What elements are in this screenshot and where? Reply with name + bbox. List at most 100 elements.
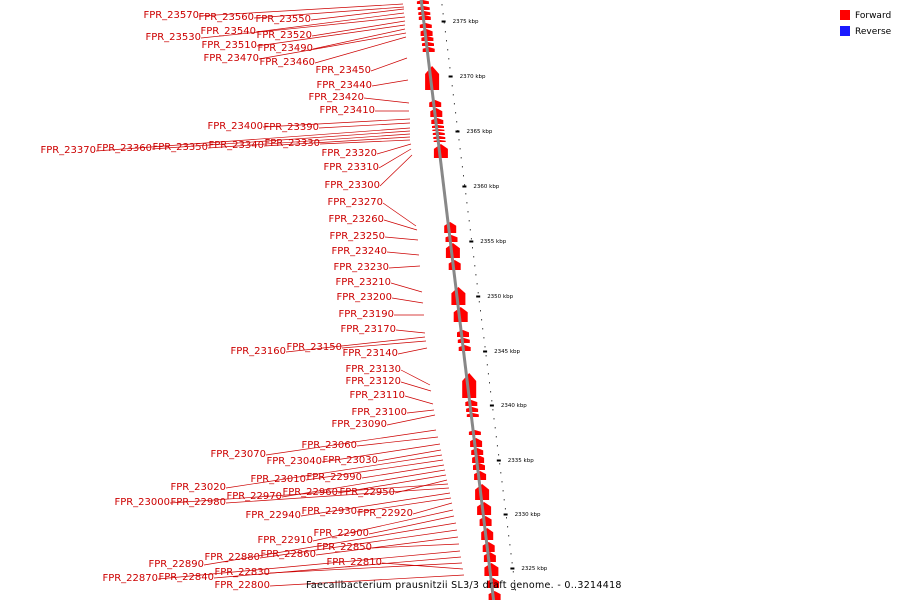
gene-label[interactable]: FPR_23130 — [345, 364, 401, 375]
gene-label[interactable]: FPR_23410 — [319, 105, 375, 116]
gene-leader-line — [285, 336, 426, 353]
gene-label[interactable]: FPR_23390 — [263, 122, 319, 133]
scale-dot — [469, 229, 471, 231]
gene-label[interactable]: FPR_23150 — [286, 342, 342, 353]
gene-label[interactable]: FPR_23370 — [40, 145, 96, 156]
gene-label[interactable]: FPR_23160 — [230, 346, 286, 357]
gene-label[interactable]: FPR_22950 — [339, 487, 395, 498]
gene-label[interactable]: FPR_23200 — [336, 292, 392, 303]
gene-label[interactable]: FPR_23330 — [264, 138, 320, 149]
gene-label[interactable]: FPR_22830 — [214, 567, 270, 578]
gene-leader-line — [255, 12, 405, 33]
gene-label[interactable]: FPR_23020 — [170, 482, 226, 493]
gene-label[interactable]: FPR_23230 — [333, 262, 389, 273]
gene-label[interactable]: FPR_23300 — [324, 180, 380, 191]
scale-tick — [503, 513, 508, 516]
gene-label[interactable]: FPR_23470 — [203, 53, 259, 64]
gene-label[interactable]: FPR_23320 — [321, 148, 377, 159]
gene-label[interactable]: FPR_23010 — [250, 474, 306, 485]
gene-label[interactable]: FPR_23420 — [308, 92, 364, 103]
gene-arrow — [477, 502, 492, 515]
gene-label[interactable]: FPR_23100 — [351, 407, 407, 418]
gene-label[interactable]: FPR_23550 — [255, 14, 311, 25]
gene-leader-line — [262, 118, 411, 128]
gene-label[interactable]: FPR_23510 — [201, 40, 257, 51]
gene-label[interactable]: FPR_23120 — [345, 376, 401, 387]
gene-label[interactable]: FPR_23400 — [207, 121, 263, 132]
gene-label[interactable]: FPR_23260 — [328, 214, 384, 225]
gene-label[interactable]: FPR_23560 — [198, 12, 254, 23]
gene-label[interactable]: FPR_23110 — [349, 390, 405, 401]
gene-label[interactable]: FPR_22910 — [257, 535, 313, 546]
gene-leader-line — [95, 127, 411, 152]
gene-label[interactable]: FPR_23270 — [327, 197, 383, 208]
scale-dot — [452, 94, 454, 96]
gene-label[interactable]: FPR_23090 — [331, 419, 387, 430]
gene-label[interactable]: FPR_23140 — [342, 348, 398, 359]
gene-label[interactable]: FPR_23240 — [331, 246, 387, 257]
legend-reverse-label: Reverse — [855, 27, 892, 37]
gene-label[interactable]: FPR_23190 — [338, 309, 394, 320]
gene-label[interactable]: FPR_22850 — [316, 542, 372, 553]
scale-dot — [477, 292, 479, 294]
gene-leader-line — [341, 340, 427, 349]
scale-dot — [458, 139, 460, 141]
gene-label[interactable]: FPR_22800 — [214, 580, 270, 591]
scale-tick — [469, 240, 474, 243]
gene-label[interactable]: FPR_22930 — [301, 506, 357, 517]
gene-label[interactable]: FPR_23310 — [323, 162, 379, 173]
gene-label[interactable]: FPR_23520 — [256, 30, 312, 41]
gene-label[interactable]: FPR_23250 — [329, 231, 385, 242]
gene-label[interactable]: FPR_22890 — [148, 559, 204, 570]
gene-label[interactable]: FPR_22960 — [282, 487, 338, 498]
gene-label[interactable]: FPR_23000 — [114, 497, 170, 508]
gene-leader-line — [315, 536, 459, 556]
scale-dot — [448, 58, 450, 60]
gene-leader-line — [200, 16, 406, 39]
scale-dot — [473, 256, 475, 258]
gene-label[interactable]: FPR_22940 — [245, 510, 301, 521]
gene-label[interactable]: FPR_22900 — [313, 528, 369, 539]
gene-leader-line — [310, 8, 405, 21]
gene-label[interactable]: FPR_23170 — [340, 324, 396, 335]
gene-label[interactable]: FPR_23440 — [316, 80, 372, 91]
gene-label[interactable]: FPR_23030 — [322, 455, 378, 466]
scale-dot — [459, 148, 461, 150]
gene-label[interactable]: FPR_22870 — [102, 573, 158, 584]
gene-label[interactable]: FPR_22990 — [306, 472, 362, 483]
gene-leader-line — [157, 550, 461, 580]
gene-label[interactable]: FPR_23460 — [259, 57, 315, 68]
gene-leader-line — [376, 143, 412, 155]
gene-label[interactable]: FPR_23360 — [96, 143, 152, 154]
gene-label[interactable]: FPR_22980 — [170, 497, 226, 508]
scale-dot — [496, 445, 498, 447]
gene-label[interactable]: FPR_22970 — [226, 491, 282, 502]
gene-leader-line — [378, 148, 412, 169]
scale-dot — [501, 481, 503, 483]
gene-label[interactable]: FPR_23040 — [266, 456, 322, 467]
scale-dot — [498, 454, 500, 456]
gene-label[interactable]: FPR_23070 — [210, 449, 266, 460]
scale-dot — [503, 499, 505, 501]
gene-label[interactable]: FPR_22880 — [204, 552, 260, 563]
gene-label[interactable]: FPR_22810 — [326, 557, 382, 568]
gene-label[interactable]: FPR_22920 — [357, 508, 413, 519]
gene-label[interactable]: FPR_23540 — [200, 26, 256, 37]
gene-label[interactable]: FPR_23340 — [208, 140, 264, 151]
gene-label[interactable]: FPR_23060 — [301, 440, 357, 451]
gene-label[interactable]: FPR_23450 — [315, 65, 371, 76]
gene-label[interactable]: FPR_23530 — [145, 32, 201, 43]
gene-leader-line — [263, 136, 411, 147]
gene-label[interactable]: FPR_23490 — [257, 43, 313, 54]
scale-tick-label: 2360 kbp — [473, 184, 499, 190]
scale-dot — [509, 544, 511, 546]
gene-label[interactable]: FPR_23350 — [152, 142, 208, 153]
gene-label[interactable]: FPR_22860 — [260, 549, 316, 560]
gene-label[interactable]: FPR_23210 — [335, 277, 391, 288]
scale-dot — [515, 589, 516, 591]
gene-leader-line — [314, 36, 407, 64]
scale-tick — [496, 459, 501, 462]
gene-label[interactable]: FPR_22840 — [158, 572, 214, 583]
scale-tick-label: 2375 kbp — [453, 19, 479, 25]
gene-label[interactable]: FPR_23570 — [143, 10, 199, 21]
